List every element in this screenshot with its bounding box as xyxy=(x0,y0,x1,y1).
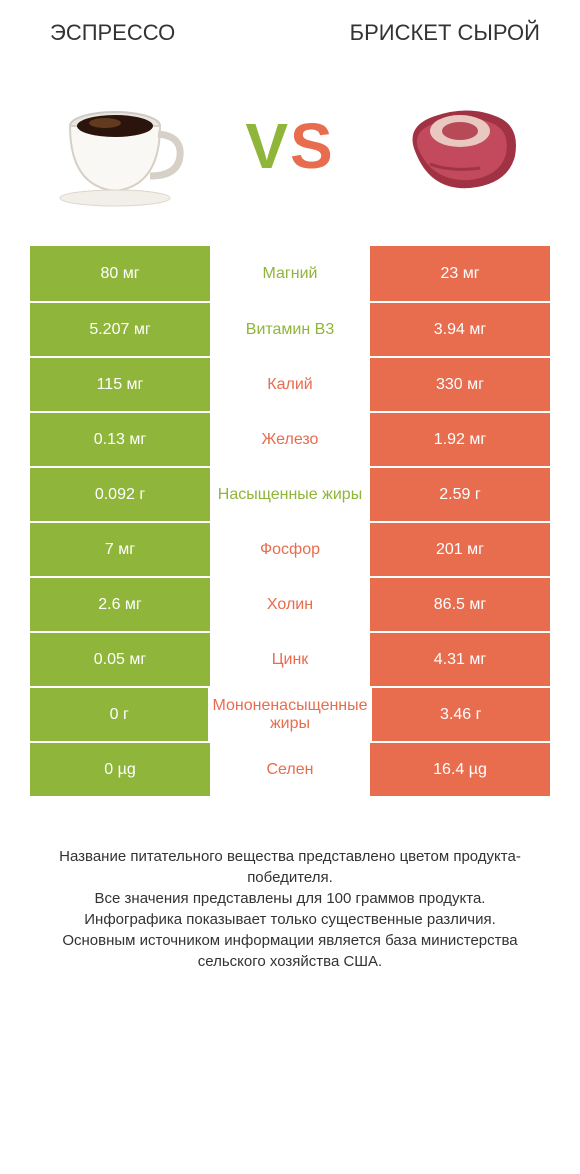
table-row: 0.05 мгЦинк4.31 мг xyxy=(30,631,550,686)
value-right: 330 мг xyxy=(370,358,550,411)
vs-label: VS xyxy=(245,109,334,183)
nutrient-label: Мононенасыщенные жиры xyxy=(208,688,371,741)
table-row: 2.6 мгХолин86.5 мг xyxy=(30,576,550,631)
table-row: 5.207 мгВитамин B33.94 мг xyxy=(30,301,550,356)
value-left: 7 мг xyxy=(30,523,210,576)
value-left: 0 µg xyxy=(30,743,210,796)
value-right: 3.46 г xyxy=(372,688,550,741)
nutrient-label: Фосфор xyxy=(210,523,370,576)
value-left: 0.092 г xyxy=(30,468,210,521)
table-row: 0 гМононенасыщенные жиры3.46 г xyxy=(30,686,550,741)
value-left: 80 мг xyxy=(30,246,210,301)
vs-letter-v: V xyxy=(245,110,290,182)
product-left-title: ЭСПРЕССО xyxy=(40,20,265,46)
nutrient-label: Магний xyxy=(210,246,370,301)
value-right: 86.5 мг xyxy=(370,578,550,631)
table-row: 0.13 мгЖелезо1.92 мг xyxy=(30,411,550,466)
espresso-cup-icon xyxy=(50,76,190,216)
brisket-meat-icon xyxy=(390,76,530,216)
footer-line: Основным источником информации является … xyxy=(30,930,550,972)
product-right-title: БРИСКЕТ СЫРОЙ xyxy=(315,20,540,46)
espresso-image xyxy=(50,76,190,216)
table-row: 0.092 гНасыщенные жиры2.59 г xyxy=(30,466,550,521)
value-right: 23 мг xyxy=(370,246,550,301)
footer-notes: Название питательного вещества представл… xyxy=(0,846,580,972)
table-row: 7 мгФосфор201 мг xyxy=(30,521,550,576)
nutrient-label: Селен xyxy=(210,743,370,796)
footer-line: Все значения представлены для 100 граммо… xyxy=(30,888,550,909)
comparison-table: 80 мгМагний23 мг5.207 мгВитамин B33.94 м… xyxy=(30,246,550,796)
value-right: 16.4 µg xyxy=(370,743,550,796)
nutrient-label: Калий xyxy=(210,358,370,411)
header: ЭСПРЕССО БРИСКЕТ СЫРОЙ xyxy=(0,0,580,56)
value-left: 5.207 мг xyxy=(30,303,210,356)
value-right: 1.92 мг xyxy=(370,413,550,466)
nutrient-label: Витамин B3 xyxy=(210,303,370,356)
table-row: 80 мгМагний23 мг xyxy=(30,246,550,301)
value-left: 0.05 мг xyxy=(30,633,210,686)
vs-letter-s: S xyxy=(290,110,335,182)
footer-line: Название питательного вещества представл… xyxy=(30,846,550,888)
value-right: 201 мг xyxy=(370,523,550,576)
nutrient-label: Холин xyxy=(210,578,370,631)
table-row: 0 µgСелен16.4 µg xyxy=(30,741,550,796)
vs-row: VS xyxy=(0,56,580,246)
value-right: 2.59 г xyxy=(370,468,550,521)
value-left: 0 г xyxy=(30,688,208,741)
value-left: 0.13 мг xyxy=(30,413,210,466)
nutrient-label: Цинк xyxy=(210,633,370,686)
value-left: 2.6 мг xyxy=(30,578,210,631)
value-right: 4.31 мг xyxy=(370,633,550,686)
brisket-image xyxy=(390,76,530,216)
table-row: 115 мгКалий330 мг xyxy=(30,356,550,411)
footer-line: Инфографика показывает только существенн… xyxy=(30,909,550,930)
value-left: 115 мг xyxy=(30,358,210,411)
nutrient-label: Железо xyxy=(210,413,370,466)
nutrient-label: Насыщенные жиры xyxy=(210,468,370,521)
value-right: 3.94 мг xyxy=(370,303,550,356)
